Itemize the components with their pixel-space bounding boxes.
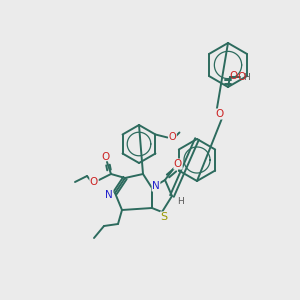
Text: H: H — [178, 197, 184, 206]
Text: N: N — [105, 190, 113, 200]
Text: O: O — [90, 177, 98, 187]
Text: O: O — [215, 109, 223, 119]
Text: O: O — [229, 71, 237, 81]
Text: O: O — [174, 159, 182, 169]
Text: N: N — [152, 181, 160, 191]
Text: H: H — [243, 73, 249, 82]
Text: S: S — [160, 212, 168, 222]
Text: O: O — [238, 72, 246, 82]
Text: O: O — [102, 152, 110, 162]
Text: O: O — [169, 133, 176, 142]
